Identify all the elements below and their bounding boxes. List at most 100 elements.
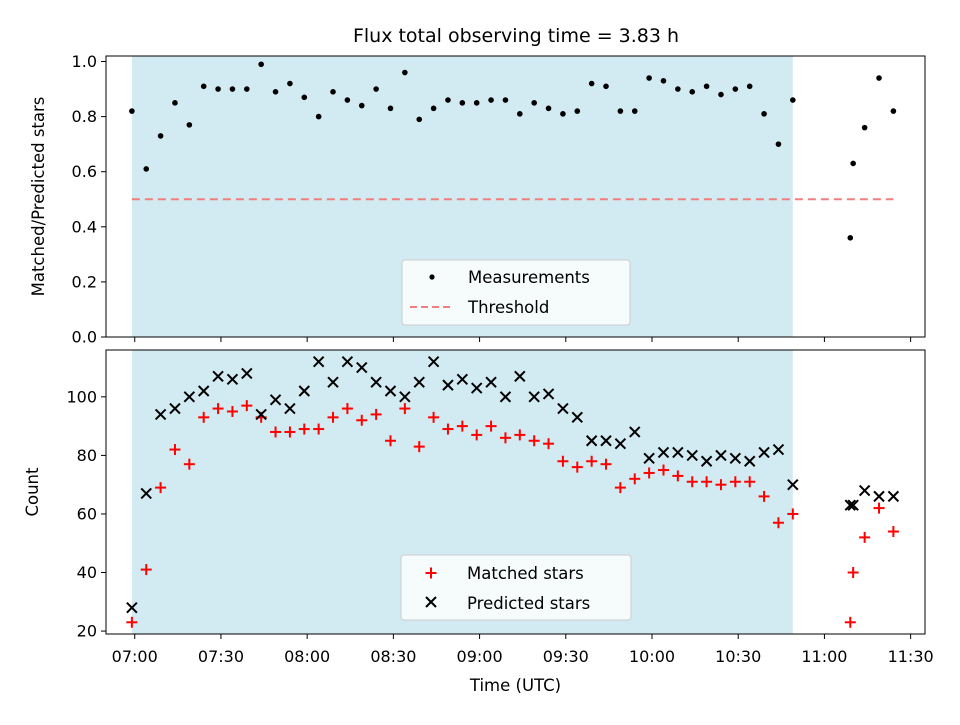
measurement-point xyxy=(761,111,767,117)
top-axes-frame xyxy=(105,55,926,338)
measurement-point xyxy=(129,108,135,114)
predicted-star-point xyxy=(442,379,454,391)
predicted-star-point-b xyxy=(672,446,684,459)
predicted-star-point xyxy=(700,455,713,467)
predicted-star-point-b xyxy=(370,376,382,388)
x-tick-label: 08:00 xyxy=(284,647,330,666)
predicted-star-point xyxy=(729,452,742,465)
top-legend: Measurements Threshold xyxy=(401,259,631,326)
measurement-point xyxy=(387,105,394,112)
matched-star-point xyxy=(284,426,296,438)
predicted-star-point-b xyxy=(772,443,785,456)
measurement-point xyxy=(718,91,724,98)
predicted-star-point-b xyxy=(585,435,598,447)
measurement-point xyxy=(416,116,423,123)
matched-star-point xyxy=(859,531,871,543)
predicted-star-point xyxy=(614,437,627,450)
measurement-point xyxy=(675,86,681,92)
measurement-point xyxy=(646,75,652,81)
legend-predicted-cross-b xyxy=(425,596,437,608)
bottom-axes-frame xyxy=(105,349,926,635)
matched-star-point xyxy=(643,467,655,479)
predicted-star-point xyxy=(470,382,483,394)
bottom-legend: Matched stars Predicted stars xyxy=(400,554,632,621)
matched-star-point xyxy=(499,432,511,444)
measurement-point xyxy=(445,97,451,103)
matched-star-point xyxy=(356,414,368,426)
predicted-star-point-b xyxy=(413,376,425,388)
legend-measurements-label: Measurements xyxy=(468,268,590,287)
predicted-star-point xyxy=(356,361,368,374)
x-axis-label: Time (UTC) xyxy=(469,676,561,695)
x-tick-label: 07:00 xyxy=(112,647,158,666)
predicted-star-point-b xyxy=(470,382,483,394)
measurement-point xyxy=(258,61,264,68)
ratio-panel: 0.0 0.2 0.4 0.6 0.8 1.0 Matched/Predicted sta… xyxy=(29,52,926,347)
predicted-star-point xyxy=(758,446,770,459)
measurement-point xyxy=(272,89,279,95)
predicted-star-point xyxy=(413,376,425,388)
matched-star-point xyxy=(557,455,569,467)
measurement-point xyxy=(876,75,882,81)
predicted-star-point-b xyxy=(743,455,756,467)
predicted-star-point-b xyxy=(614,437,627,450)
measurement-point xyxy=(703,83,710,90)
predicted-star-point xyxy=(399,391,411,403)
predicted-star-point-b xyxy=(341,356,354,368)
predicted-star-point-b xyxy=(844,499,856,511)
bottom-y-ticks: 20 40 60 80 100 xyxy=(66,387,106,641)
legend-threshold-label: Threshold xyxy=(467,298,549,317)
measurement-point xyxy=(617,108,624,114)
matched-star-point xyxy=(327,411,339,423)
x-tick-label: 09:30 xyxy=(543,647,589,666)
x-tick-label: 11:30 xyxy=(888,647,934,666)
predicted-star-point xyxy=(298,385,310,397)
measurement-point xyxy=(545,105,552,112)
measurement-point xyxy=(847,235,854,241)
measurement-point xyxy=(790,97,796,103)
x-tick-label: 10:30 xyxy=(715,647,761,666)
chart-title: Flux total observing time = 3.83 h xyxy=(353,25,679,47)
measurement-point xyxy=(517,111,523,117)
predicted-star-point xyxy=(427,356,440,368)
predicted-star-point xyxy=(226,373,239,385)
measurement-point xyxy=(473,100,480,106)
bottom-y-tick-label: 60 xyxy=(77,504,97,523)
predicted-star-point-b xyxy=(700,455,713,467)
measurement-point xyxy=(215,86,221,92)
predicted-star-point-b xyxy=(657,446,670,459)
matched-star-point xyxy=(456,420,468,432)
predicted-star-point xyxy=(212,370,224,383)
top-y-axis-label: Matched/Predicted stars xyxy=(29,97,48,297)
predicted-star-point xyxy=(743,455,756,467)
measurement-point xyxy=(200,83,207,90)
predicted-star-point-b xyxy=(197,385,210,397)
predicted-star-point-b xyxy=(514,370,526,383)
predicted-star-point xyxy=(499,391,512,403)
predicted-star-point xyxy=(197,385,210,397)
matched-star-point xyxy=(715,479,727,491)
predicted-star-point-b xyxy=(715,449,727,462)
matched-star-point xyxy=(384,435,396,447)
predicted-star-point-b xyxy=(542,388,555,400)
bottom-y-tick-label: 20 xyxy=(77,622,97,641)
matched-star-point xyxy=(772,517,784,529)
predicted-star-point xyxy=(456,373,469,385)
predicted-star-point-b xyxy=(183,391,196,403)
predicted-star-point-b xyxy=(600,435,612,447)
bottom-y-tick-label: 40 xyxy=(77,563,97,582)
bottom-y-axis-label: Count xyxy=(23,467,42,517)
measurement-point xyxy=(574,108,581,114)
measurement-point xyxy=(244,86,250,92)
bottom-y-tick-label: 100 xyxy=(66,387,97,406)
matched-star-point xyxy=(126,616,138,628)
top-x-ticks xyxy=(134,337,912,342)
predicted-star-point xyxy=(241,367,253,380)
matched-star-point xyxy=(844,616,856,628)
matched-star-point xyxy=(686,476,698,488)
predicted-star-point xyxy=(571,411,583,424)
predicted-star-point xyxy=(715,449,727,462)
x-tick-label: 10:00 xyxy=(629,647,675,666)
legend-predicted-label: Predicted stars xyxy=(467,594,590,613)
measurement-point xyxy=(732,86,739,92)
